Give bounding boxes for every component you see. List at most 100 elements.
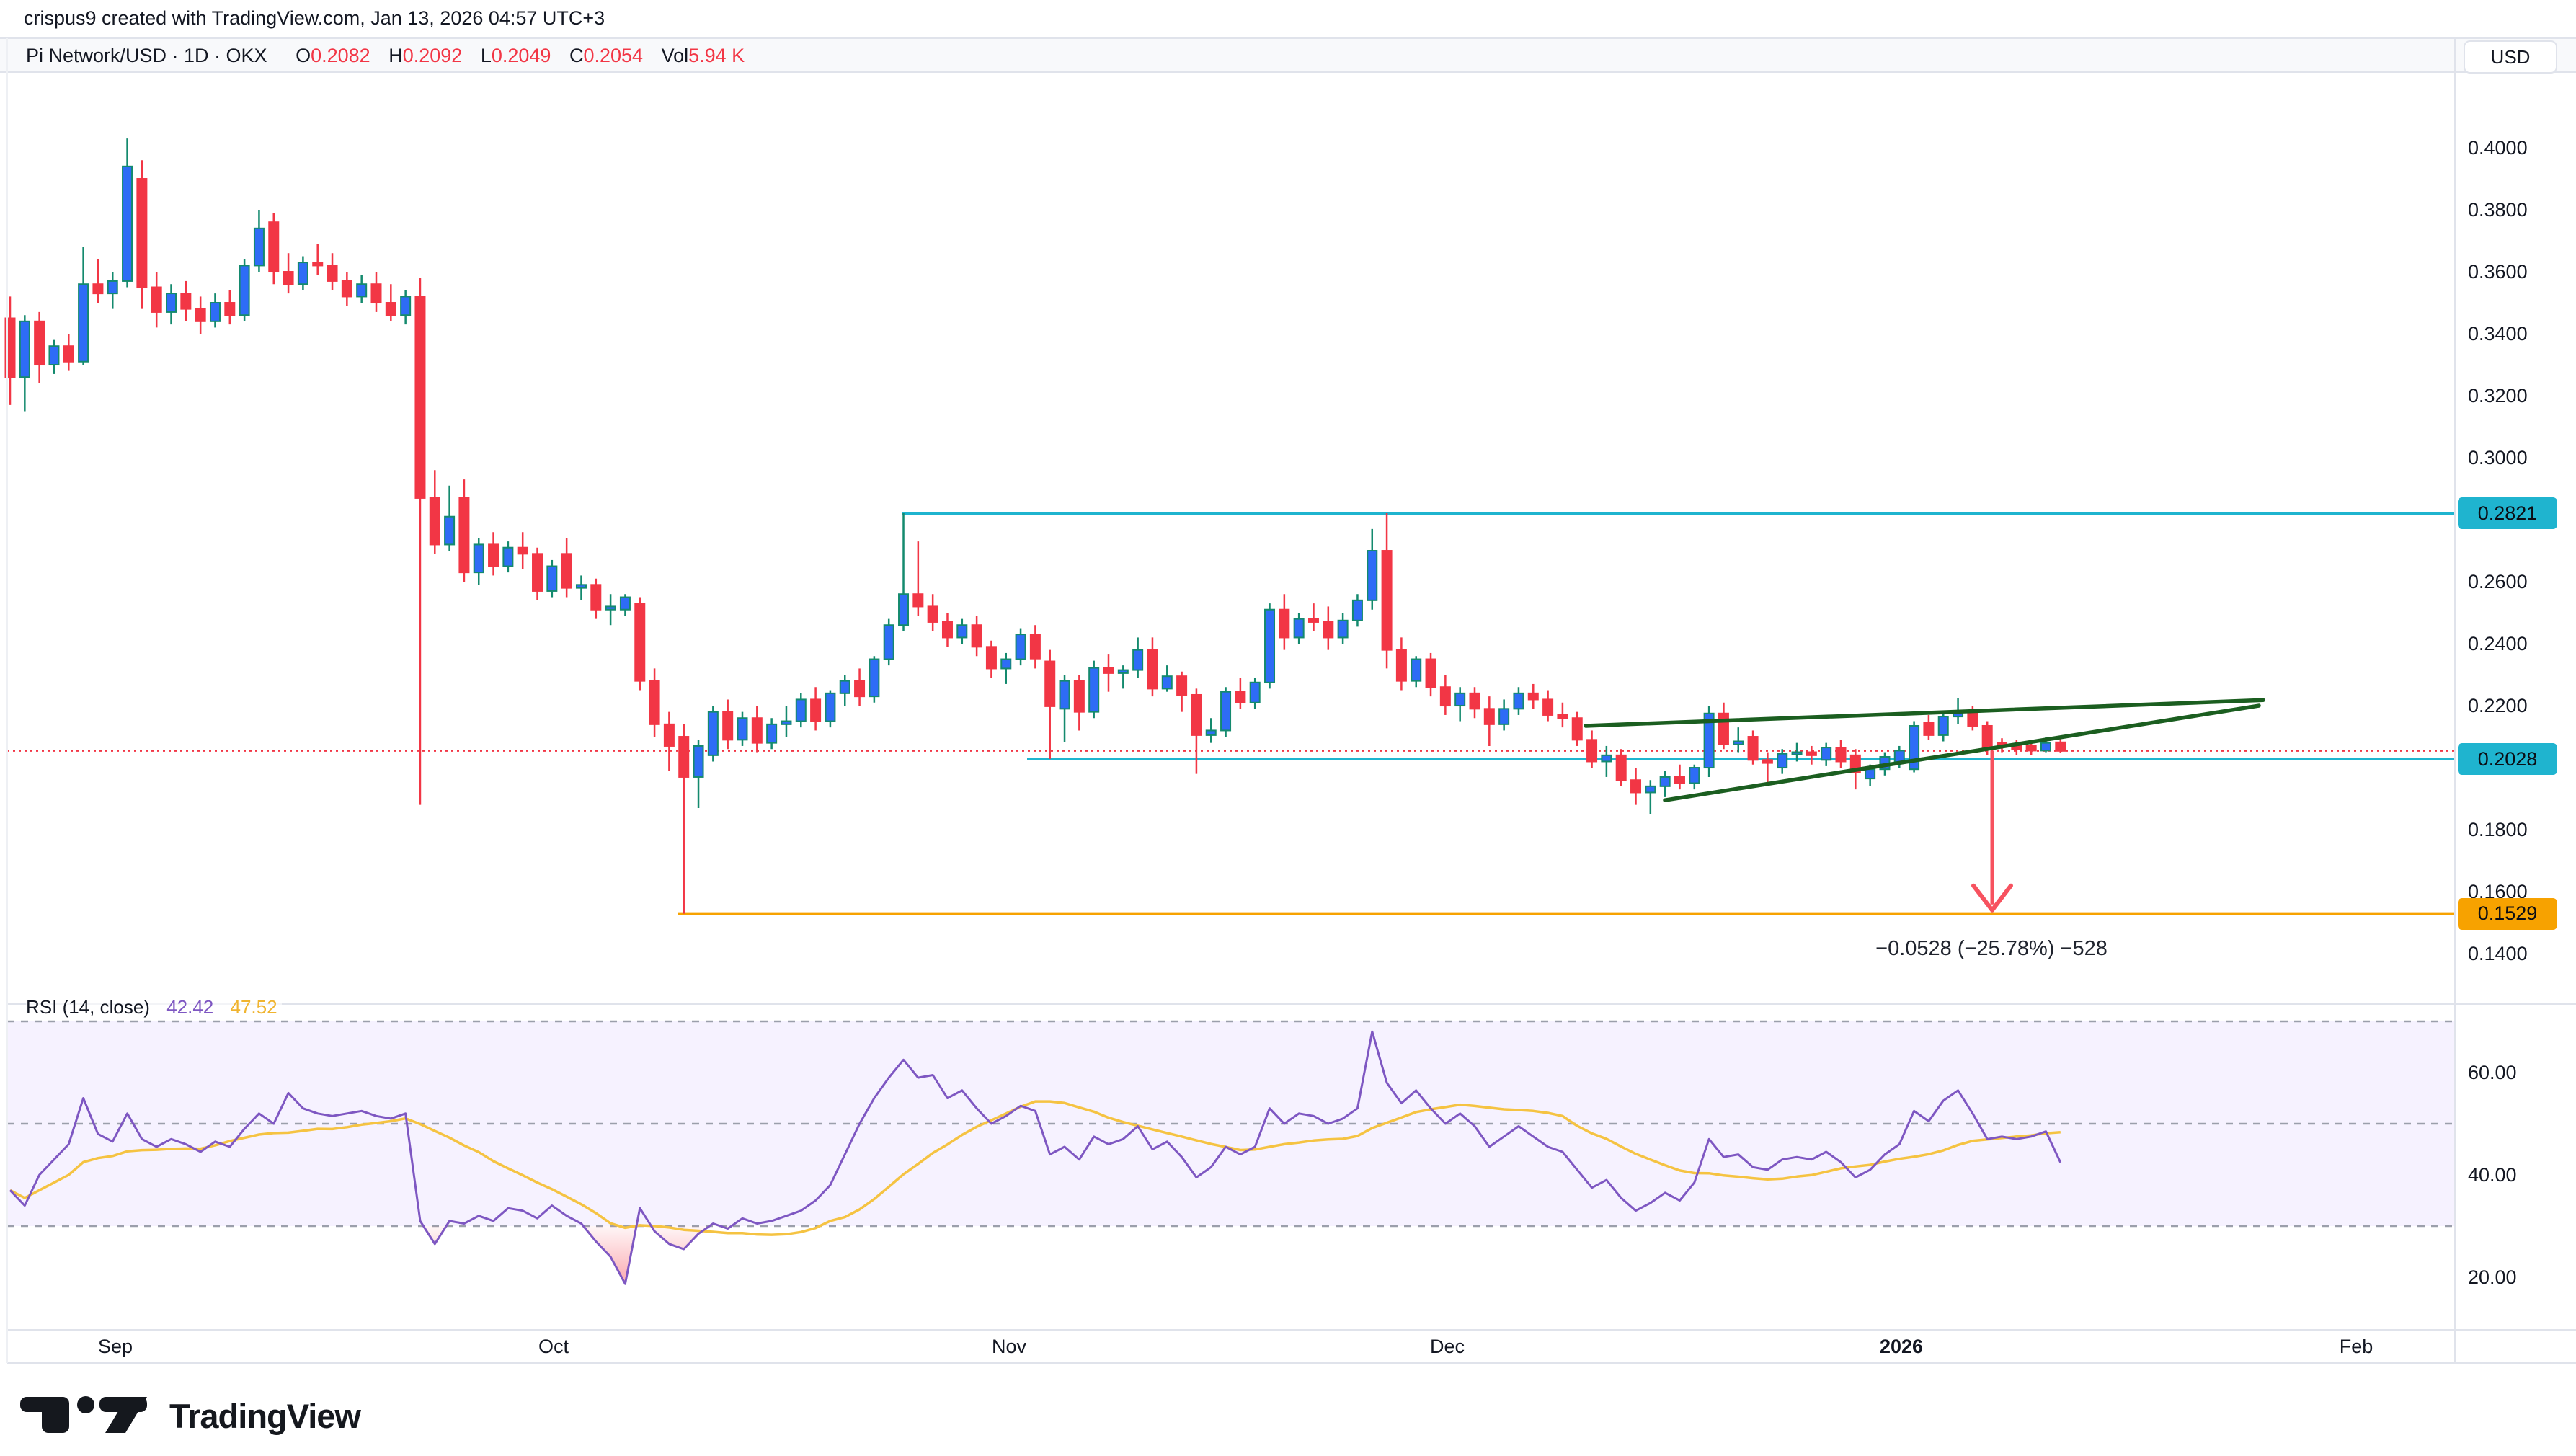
candle-body [1454, 692, 1466, 707]
candle-body [693, 745, 704, 778]
price-tick-label: 0.1400 [2468, 943, 2528, 964]
price-tick-label: 0.4000 [2468, 137, 2528, 159]
candle-body [473, 543, 484, 574]
candle-body [1469, 692, 1480, 710]
candle-body [1323, 621, 1334, 639]
candle-body [605, 605, 616, 611]
candle-body [634, 603, 646, 682]
candle-body [1645, 785, 1656, 794]
price-tick-label: 0.3400 [2468, 323, 2528, 345]
symbol-legend[interactable]: Pi Network/USD · 1D · OKX O0.2082 H0.209… [26, 45, 745, 67]
candle-body [1498, 708, 1510, 725]
candle-body [912, 593, 924, 608]
candle-body [1117, 669, 1129, 674]
candle-body [1425, 658, 1436, 688]
candle-body [839, 680, 850, 694]
candle-body [1777, 753, 1788, 769]
candle-body [195, 308, 206, 322]
currency-toggle-button[interactable]: USD [2464, 40, 2557, 74]
candle-body [546, 565, 558, 592]
candle-body [810, 698, 822, 722]
low-label: L [480, 45, 492, 66]
candle-body [1044, 660, 1056, 707]
candle-body [1835, 747, 1847, 763]
price-tick-label: 0.3200 [2468, 385, 2528, 407]
trendline-upper[interactable] [1584, 698, 2265, 728]
trendline-lower[interactable] [1663, 703, 2261, 802]
candle-body [1249, 681, 1261, 703]
candle-body [1000, 658, 1012, 670]
candle-body [678, 736, 690, 778]
candle-body [1630, 779, 1642, 794]
candle-body [795, 698, 807, 722]
candle-body [268, 221, 280, 273]
candle-body [444, 515, 456, 546]
candle-body [1367, 550, 1378, 601]
candle-body [1351, 599, 1363, 621]
candle-body [751, 717, 763, 744]
rsi-oversold-fill [423, 1226, 447, 1244]
tradingview-logo-icon [20, 1396, 147, 1433]
low-value: 0.2049 [491, 45, 551, 66]
close-value: 0.2054 [583, 45, 644, 66]
candle-body [1176, 675, 1188, 696]
candle-body [1586, 739, 1598, 763]
candle-body [1439, 686, 1451, 707]
candle-body [356, 283, 368, 298]
candle-body [34, 320, 45, 366]
price-tick-label: 0.3000 [2468, 447, 2528, 469]
candle-body [1279, 608, 1290, 639]
header-strip [0, 38, 2576, 72]
time-tick-label-Feb[interactable]: Feb [2340, 1336, 2373, 1357]
candle-body [1981, 724, 1993, 749]
price-tick-label: 0.1800 [2468, 819, 2528, 840]
candle-body [92, 283, 104, 295]
candle-body [1103, 667, 1114, 674]
candle-body [107, 280, 118, 295]
candle-body [1220, 691, 1232, 732]
volume-value: 5.94 K [688, 45, 745, 66]
time-tick-label-2026[interactable]: 2026 [1880, 1336, 1923, 1357]
candle-body [312, 262, 324, 267]
candle-body [1161, 675, 1173, 690]
candle-body [78, 283, 89, 363]
price-tick-label: 0.2600 [2468, 571, 2528, 592]
candle-body [1703, 712, 1715, 769]
candle-body [1337, 619, 1349, 639]
candle-body [1147, 649, 1158, 690]
high-label: H [388, 45, 403, 66]
candle-body [1659, 776, 1671, 787]
high-value: 0.2092 [402, 45, 463, 66]
candle-body [1747, 736, 1759, 761]
candle-body [971, 624, 982, 648]
candle-body [854, 680, 866, 698]
rsi-legend[interactable]: RSI (14, close) 42.42 47.52 [26, 996, 282, 1018]
open-label: O [296, 45, 311, 66]
rsi-label: RSI (14, close) [26, 996, 150, 1018]
candle-body [1967, 711, 1978, 727]
tradingview-logo[interactable]: TradingView [19, 1395, 361, 1436]
time-tick-label-Nov[interactable]: Nov [992, 1336, 1027, 1357]
candles[interactable] [4, 138, 2066, 914]
rsi-ma-value: 47.52 [230, 996, 277, 1018]
rsi-tick-label: 20.00 [2468, 1266, 2517, 1288]
time-tick-label-Oct[interactable]: Oct [538, 1336, 569, 1357]
candle-body [883, 624, 894, 660]
candle-body [224, 302, 236, 316]
candle-body [1381, 550, 1393, 651]
time-tick-label-Sep[interactable]: Sep [98, 1336, 133, 1357]
candle-body [1542, 698, 1554, 716]
tradingview-logo-text: TradingView [169, 1396, 361, 1435]
price-tick-label: 0.3800 [2468, 199, 2528, 221]
price-tick-label: 0.3600 [2468, 261, 2528, 283]
candle-body [458, 497, 470, 574]
rsi-value: 42.42 [166, 996, 214, 1018]
candle-body [1411, 658, 1422, 682]
candle-body [707, 711, 719, 756]
time-tick-label-Dec[interactable]: Dec [1430, 1336, 1465, 1357]
candle-body [180, 293, 192, 310]
candle-body [927, 605, 938, 623]
candle-body [1762, 759, 1773, 764]
